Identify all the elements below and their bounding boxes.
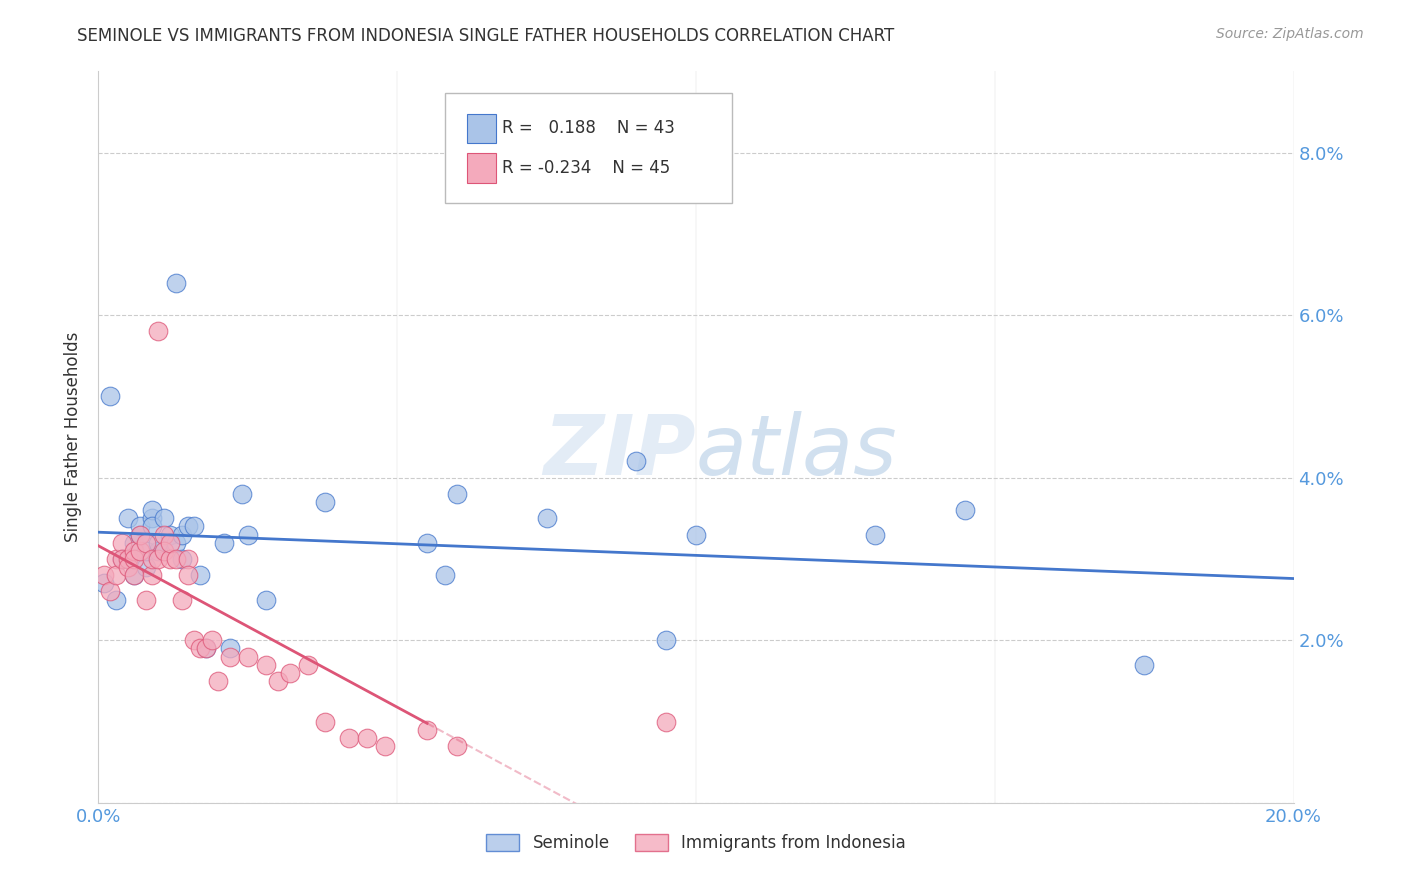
- Point: [135, 592, 157, 607]
- Point: [111, 552, 134, 566]
- Point: [207, 673, 229, 688]
- Point: [148, 325, 170, 339]
- Point: [124, 544, 146, 558]
- Point: [212, 535, 235, 549]
- Text: ZIP: ZIP: [543, 411, 696, 492]
- Point: [129, 544, 152, 558]
- Point: [297, 657, 319, 672]
- Point: [135, 560, 157, 574]
- Point: [655, 633, 678, 648]
- Point: [953, 503, 976, 517]
- Point: [111, 552, 134, 566]
- Point: [141, 511, 163, 525]
- Point: [141, 519, 163, 533]
- Point: [159, 552, 181, 566]
- Point: [117, 511, 139, 525]
- Point: [153, 527, 176, 541]
- Point: [129, 519, 152, 533]
- Point: [153, 544, 176, 558]
- Text: R = -0.234    N = 45: R = -0.234 N = 45: [502, 159, 671, 177]
- Point: [93, 576, 115, 591]
- Point: [315, 714, 337, 729]
- Point: [172, 552, 194, 566]
- Point: [105, 592, 128, 607]
- Point: [655, 714, 678, 729]
- Point: [105, 568, 128, 582]
- Point: [536, 511, 558, 525]
- Point: [865, 527, 887, 541]
- Legend: Seminole, Immigrants from Indonesia: Seminole, Immigrants from Indonesia: [478, 825, 914, 860]
- Point: [374, 739, 396, 753]
- Point: [446, 487, 468, 501]
- Point: [148, 535, 170, 549]
- FancyBboxPatch shape: [467, 114, 496, 143]
- Point: [434, 568, 457, 582]
- Point: [135, 535, 157, 549]
- Point: [117, 552, 139, 566]
- Point: [416, 723, 439, 737]
- Point: [446, 739, 468, 753]
- Point: [188, 641, 211, 656]
- Point: [93, 568, 115, 582]
- Point: [254, 592, 277, 607]
- Point: [177, 519, 200, 533]
- Point: [195, 641, 218, 656]
- Point: [183, 633, 205, 648]
- Point: [188, 568, 211, 582]
- Text: Source: ZipAtlas.com: Source: ZipAtlas.com: [1216, 27, 1364, 41]
- Point: [141, 568, 163, 582]
- Point: [315, 495, 337, 509]
- Point: [98, 389, 122, 403]
- Point: [117, 552, 139, 566]
- Point: [124, 568, 146, 582]
- Point: [129, 527, 152, 541]
- Point: [148, 544, 170, 558]
- Point: [172, 592, 194, 607]
- Point: [177, 568, 200, 582]
- Point: [165, 276, 187, 290]
- Text: SEMINOLE VS IMMIGRANTS FROM INDONESIA SINGLE FATHER HOUSEHOLDS CORRELATION CHART: SEMINOLE VS IMMIGRANTS FROM INDONESIA SI…: [77, 27, 894, 45]
- Point: [236, 527, 259, 541]
- Point: [159, 535, 181, 549]
- Point: [236, 649, 259, 664]
- Point: [278, 665, 301, 680]
- Point: [117, 560, 139, 574]
- Point: [165, 552, 187, 566]
- Point: [141, 552, 163, 566]
- Point: [219, 641, 242, 656]
- Point: [177, 552, 200, 566]
- Point: [98, 584, 122, 599]
- FancyBboxPatch shape: [467, 153, 496, 183]
- Point: [231, 487, 253, 501]
- Point: [124, 568, 146, 582]
- Point: [141, 503, 163, 517]
- Text: atlas: atlas: [696, 411, 897, 492]
- Point: [111, 535, 134, 549]
- Point: [153, 511, 176, 525]
- Point: [165, 535, 187, 549]
- Point: [1133, 657, 1156, 672]
- Point: [416, 535, 439, 549]
- Point: [124, 552, 146, 566]
- Point: [356, 731, 378, 745]
- Point: [685, 527, 707, 541]
- Point: [267, 673, 290, 688]
- Point: [254, 657, 277, 672]
- Point: [124, 535, 146, 549]
- Point: [339, 731, 361, 745]
- Point: [159, 527, 181, 541]
- Text: R =   0.188    N = 43: R = 0.188 N = 43: [502, 119, 675, 136]
- Point: [135, 544, 157, 558]
- Point: [195, 641, 218, 656]
- Point: [148, 552, 170, 566]
- Point: [172, 527, 194, 541]
- Point: [129, 527, 152, 541]
- Point: [201, 633, 224, 648]
- Point: [626, 454, 648, 468]
- FancyBboxPatch shape: [446, 94, 733, 203]
- Point: [219, 649, 242, 664]
- Y-axis label: Single Father Households: Single Father Households: [65, 332, 83, 542]
- Point: [105, 552, 128, 566]
- Point: [183, 519, 205, 533]
